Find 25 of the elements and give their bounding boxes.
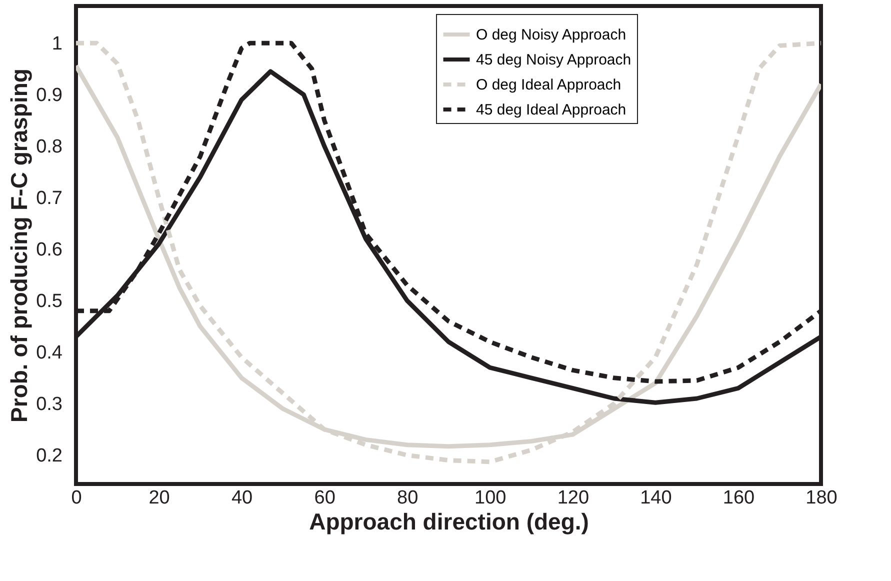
y-axis-title: Prob. of producing F-C grasping: [6, 68, 32, 422]
x-tick-label: 20: [148, 488, 170, 508]
y-tick-label: 1: [52, 34, 62, 55]
legend-label: 45 deg Ideal Approach: [476, 102, 626, 118]
x-tick-label: 0: [71, 488, 82, 508]
y-tick-label: 0.4: [36, 342, 63, 364]
x-tick-label: 120: [557, 488, 590, 508]
y-tick-label: 0.5: [36, 291, 62, 312]
x-tick-label: 180: [806, 488, 838, 508]
legend-label: O deg Noisy Approach: [476, 26, 626, 44]
legend-label: O deg Ideal Approach: [476, 76, 622, 94]
x-tick-label: 100: [474, 488, 506, 508]
x-tick-label: 140: [640, 488, 672, 508]
y-tick-label: 0.3: [36, 394, 62, 416]
y-tick-label: 0.2: [36, 446, 62, 467]
x-axis-title: Approach direction (deg.): [309, 508, 589, 534]
x-tick-label: 60: [314, 488, 336, 508]
x-tick-label: 160: [722, 488, 755, 508]
y-tick-label: 0.9: [36, 85, 62, 106]
y-tick-label: 0.8: [36, 136, 62, 158]
y-tick-label: 0.7: [36, 188, 62, 210]
y-tick-label: 0.6: [36, 240, 62, 261]
x-tick-label: 40: [231, 488, 253, 508]
x-tick-label: 80: [397, 488, 418, 508]
legend-label: 45 deg Noisy Approach: [476, 52, 632, 68]
